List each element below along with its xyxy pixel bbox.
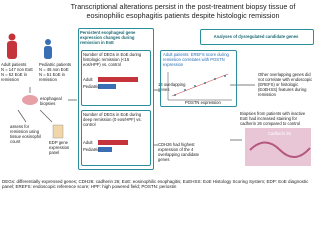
stain-finding: Biopsies from patients with inactive EoE… [240, 111, 306, 127]
panel [81, 50, 151, 106]
line: N = 52 EoE in remission [1, 72, 27, 83]
panel-icon [52, 124, 64, 139]
cdh26: CDH26 had highest expression of the 4 ov… [158, 142, 199, 163]
middle-header: Persistent esophageal gene expression ch… [80, 30, 136, 46]
stain-label: Cadherin 26 [268, 131, 291, 136]
label: Pediatric patients [39, 62, 72, 67]
plot-box [160, 50, 237, 107]
row-label: Pediatric [83, 147, 100, 152]
graphics [7, 33, 311, 166]
stain-texture [249, 141, 311, 158]
adult-cohort: Adult patients N = 147 non EoE N = 52 EoE … [1, 62, 39, 82]
adult-icon [7, 33, 17, 59]
pediatric-icon [44, 39, 52, 59]
line: N = 51 EoE in remission [39, 72, 65, 83]
biopsies-label: esophageal biopsies [40, 96, 62, 107]
overlap: 14 overlapping genes [158, 82, 186, 93]
pediatric-cohort: Pediatric patients N = 46 non EoE N = 51 E… [39, 62, 79, 82]
row-label: Pediatric [83, 84, 100, 89]
plot-title: Adult patients: EREFS score during remis… [163, 52, 229, 68]
row-label: Adult [83, 140, 93, 145]
scatter-icon [167, 72, 232, 101]
page: Transcriptional alterations persist in t… [1, 2, 314, 190]
line: N = 147 non EoE [1, 67, 34, 73]
title: Transcriptional alterations persist in t… [70, 2, 296, 20]
other-genes: Other overlapping genes did not correlat… [258, 72, 313, 98]
arrows [17, 87, 53, 123]
panel-title: Number of DEGs in EoE during histologic … [83, 52, 142, 68]
row-label: Adult [83, 77, 93, 82]
panel [81, 110, 151, 166]
middle-box [78, 28, 154, 170]
line: N = 46 non EoE [39, 67, 69, 73]
biopsy-icon [22, 95, 38, 105]
label: Adult patients [1, 62, 27, 67]
edp-label: EDP gene expression panel [49, 140, 70, 156]
assess-label: assess for remission using tissue eosino… [10, 124, 41, 145]
right-header-box [200, 29, 314, 45]
plot-xlabel: POSTN expression [185, 100, 221, 105]
footer: DEGs: differentially expressed genes; CD… [2, 179, 309, 190]
panel-title: Number of DEGs in EoE during deep remiss… [83, 112, 142, 128]
right-header: Analyses of dysregulated candidate genes [213, 34, 299, 39]
bar-shapes [98, 77, 138, 152]
arrows [68, 84, 255, 146]
